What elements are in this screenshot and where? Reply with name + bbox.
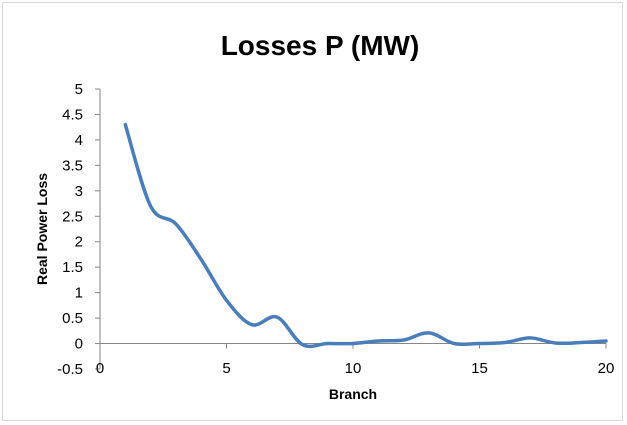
y-tick-label: 3 [75,183,83,200]
series-line [123,122,608,349]
y-tick-label: 4 [75,132,83,149]
series-layer [123,122,608,349]
y-tick-label: 4.5 [62,106,83,123]
y-tick-label: 2 [75,234,83,251]
axes: -0.5 0 0.5 1 1.5 2 2.5 3 3.5 4 4.5 5 0 5 10 15 20 [57,81,614,378]
x-tick-label: 15 [471,360,488,377]
chart-title: Losses P (MW) [221,30,420,61]
y-tick-label: 5 [75,81,83,98]
y-tick-label: 0 [75,336,83,353]
y-tick-label: 1 [75,285,83,302]
y-tick-label: 3.5 [62,157,83,174]
y-tick-label: 1.5 [62,259,83,276]
y-tick-label: 0.5 [62,310,83,327]
y-axis-label: Real Power Loss [34,173,50,285]
y-tick-label: 2.5 [62,208,83,225]
x-tick-label: 0 [96,360,104,377]
chart-frame [2,2,623,421]
y-tick-label: -0.5 [57,361,83,378]
x-tick-label: 5 [222,360,230,377]
x-axis-label: Branch [329,386,377,402]
x-tick-label: 10 [345,360,362,377]
x-tick-label: 20 [598,360,615,377]
